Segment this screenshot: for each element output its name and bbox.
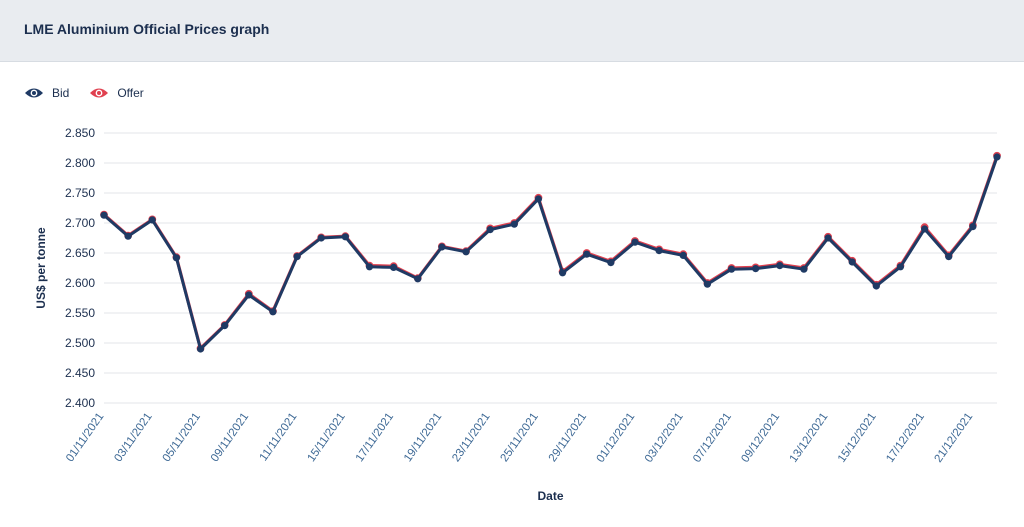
data-point-bid[interactable] xyxy=(341,233,349,241)
y-tick-label: 2.400 xyxy=(65,396,95,410)
data-point-bid[interactable] xyxy=(365,263,374,271)
y-tick-label: 2.800 xyxy=(65,156,95,170)
y-tick-label: 2.750 xyxy=(65,186,95,200)
x-tick-label: 07/12/2021 xyxy=(691,411,734,465)
data-point-bid[interactable] xyxy=(510,220,518,228)
data-point-bid[interactable] xyxy=(872,282,880,290)
data-point-bid[interactable] xyxy=(920,225,929,233)
series-line-bid xyxy=(102,155,999,351)
data-point-bid[interactable] xyxy=(317,234,325,242)
x-axis-title: Date xyxy=(537,489,563,503)
data-point-bid[interactable] xyxy=(245,291,253,299)
data-point-bid[interactable] xyxy=(583,250,591,258)
data-point-bid[interactable] xyxy=(414,275,422,283)
data-point-bid[interactable] xyxy=(558,269,567,277)
x-tick-label: 23/11/2021 xyxy=(450,411,492,464)
data-point-bid[interactable] xyxy=(703,280,711,288)
chart-legend: Bid Offer xyxy=(24,86,164,100)
x-tick-label: 17/11/2021 xyxy=(354,411,396,464)
legend-label-bid: Bid xyxy=(52,86,70,100)
data-point-bid[interactable] xyxy=(148,216,156,224)
eye-icon xyxy=(25,88,43,98)
x-tick-label: 19/11/2021 xyxy=(402,411,444,464)
data-point-bid[interactable] xyxy=(848,258,856,266)
x-tick-label: 17/12/2021 xyxy=(884,411,927,465)
x-tick-label: 03/11/2021 xyxy=(112,411,154,464)
data-point-bid[interactable] xyxy=(800,265,808,273)
y-tick-label: 2.450 xyxy=(65,366,95,380)
chart-title: LME Aluminium Official Prices graph xyxy=(24,21,270,37)
x-tick-label: 15/12/2021 xyxy=(836,411,879,465)
data-point-bid[interactable] xyxy=(607,259,615,267)
x-tick-label: 13/12/2021 xyxy=(788,411,831,465)
series-line-offer xyxy=(102,154,999,350)
data-point-bid[interactable] xyxy=(486,226,494,234)
data-point-bid[interactable] xyxy=(945,253,953,261)
x-tick-label: 25/11/2021 xyxy=(499,411,541,464)
y-tick-label: 2.550 xyxy=(65,306,95,320)
y-tick-label: 2.500 xyxy=(65,336,95,350)
card-header: LME Aluminium Official Prices graph xyxy=(0,0,1024,62)
data-point-bid[interactable] xyxy=(462,248,470,256)
data-point-bid[interactable] xyxy=(896,263,905,271)
x-tick-label: 05/11/2021 xyxy=(161,411,203,464)
y-axis-title: US$ per tonne xyxy=(34,227,48,309)
x-tick-label: 29/11/2021 xyxy=(547,411,589,464)
data-point-bid[interactable] xyxy=(993,153,1001,161)
data-point-bid[interactable] xyxy=(631,238,639,246)
data-point-bid[interactable] xyxy=(269,308,277,316)
data-point-bid[interactable] xyxy=(390,263,398,271)
data-point-bid[interactable] xyxy=(293,253,301,261)
x-tick-label: 03/12/2021 xyxy=(643,411,686,465)
legend-item-bid[interactable]: Bid xyxy=(24,86,69,100)
data-point-bid[interactable] xyxy=(196,345,205,353)
y-tick-label: 2.600 xyxy=(65,276,95,290)
y-tick-label: 2.700 xyxy=(65,216,95,230)
data-point-bid[interactable] xyxy=(124,232,132,240)
x-tick-label: 21/12/2021 xyxy=(932,411,975,465)
data-point-bid[interactable] xyxy=(438,243,446,251)
x-tick-label: 01/11/2021 xyxy=(64,411,106,464)
legend-item-offer[interactable]: Offer xyxy=(89,86,144,100)
data-point-bid[interactable] xyxy=(776,262,784,270)
x-tick-label: 15/11/2021 xyxy=(305,411,347,464)
data-point-bid[interactable] xyxy=(172,254,181,262)
legend-label-offer: Offer xyxy=(117,86,144,100)
data-point-bid[interactable] xyxy=(100,211,108,219)
x-tick-label: 11/11/2021 xyxy=(258,411,300,464)
data-point-bid[interactable] xyxy=(824,234,832,242)
data-point-bid[interactable] xyxy=(655,247,663,255)
data-point-bid[interactable] xyxy=(221,322,229,330)
data-point-bid[interactable] xyxy=(727,265,736,273)
data-point-bid[interactable] xyxy=(969,223,977,231)
y-tick-label: 2.850 xyxy=(65,126,95,140)
eye-icon xyxy=(90,88,109,98)
x-tick-label: 01/12/2021 xyxy=(595,411,638,465)
x-tick-label: 09/11/2021 xyxy=(209,411,251,464)
data-point-bid[interactable] xyxy=(534,195,543,203)
data-point-bid[interactable] xyxy=(679,251,687,259)
x-tick-label: 09/12/2021 xyxy=(739,411,782,465)
y-tick-label: 2.650 xyxy=(65,246,95,260)
data-point-bid[interactable] xyxy=(752,265,760,273)
